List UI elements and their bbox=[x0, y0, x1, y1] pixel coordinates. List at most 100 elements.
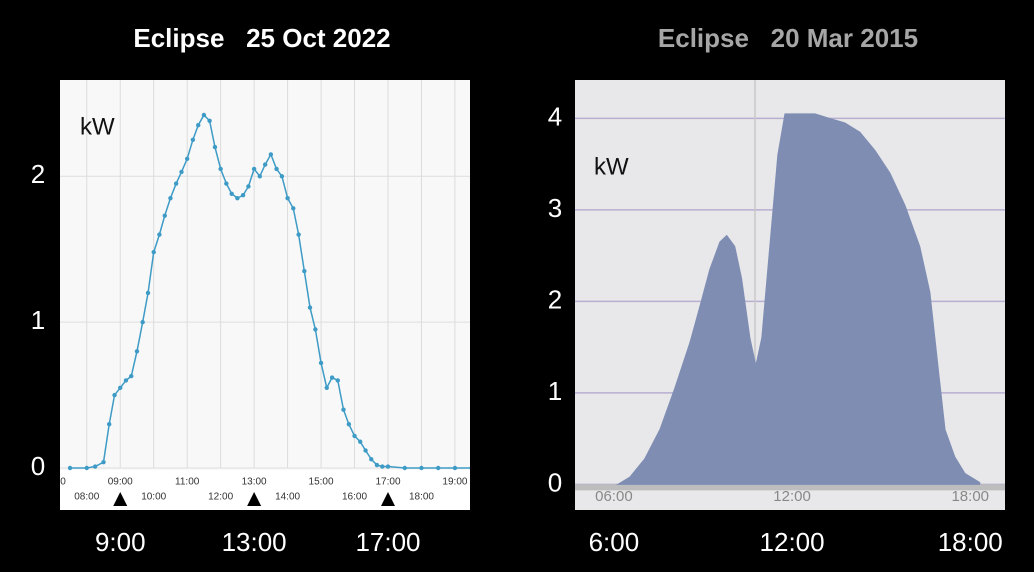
x-tick-label: 10:00 bbox=[141, 492, 166, 503]
x-tick-label: 19:00 bbox=[442, 477, 467, 488]
data-point bbox=[107, 422, 112, 427]
data-point bbox=[196, 123, 201, 128]
baseline bbox=[575, 484, 1005, 491]
unit-label: kW bbox=[80, 113, 115, 140]
data-point bbox=[363, 448, 368, 453]
data-point bbox=[346, 422, 352, 427]
major-x-tick-label: 18:00 bbox=[938, 527, 1003, 557]
y-tick-label: 3 bbox=[548, 193, 562, 223]
x-tick-label: 18:00 bbox=[951, 488, 989, 505]
plot-background bbox=[60, 80, 470, 510]
data-point bbox=[469, 466, 470, 470]
data-point bbox=[302, 268, 307, 274]
data-point bbox=[291, 206, 296, 211]
major-x-tick-label: 12:00 bbox=[760, 527, 825, 557]
y-tick-label: 2 bbox=[31, 159, 45, 189]
x-tick-label: 14:00 bbox=[275, 492, 300, 503]
data-point bbox=[246, 184, 251, 189]
data-point bbox=[262, 162, 268, 167]
x-tick-label: 06:00 bbox=[595, 488, 633, 505]
chart-title: Eclipse 20 Mar 2015 bbox=[658, 23, 918, 53]
data-point bbox=[318, 360, 324, 366]
data-point bbox=[436, 465, 441, 471]
data-point bbox=[101, 459, 106, 465]
data-point bbox=[168, 195, 173, 201]
data-point bbox=[184, 156, 190, 161]
x-tick-label: 09:00 bbox=[108, 477, 133, 488]
major-x-tick-label: 13:00 bbox=[222, 527, 287, 557]
data-point bbox=[140, 319, 145, 325]
data-point bbox=[207, 118, 212, 124]
x-tick-label: 15:00 bbox=[309, 477, 334, 488]
data-point bbox=[224, 181, 229, 186]
data-area bbox=[615, 113, 981, 485]
data-point bbox=[419, 465, 424, 471]
data-point bbox=[201, 112, 207, 118]
x-tick-label: 16:00 bbox=[342, 492, 367, 503]
major-x-tick-label: 17:00 bbox=[355, 527, 420, 557]
x-tick-label: 17:00 bbox=[375, 477, 400, 488]
data-point bbox=[179, 169, 184, 175]
data-point bbox=[251, 166, 257, 172]
data-point bbox=[118, 385, 123, 390]
data-point bbox=[385, 464, 391, 469]
data-point bbox=[324, 385, 329, 390]
data-point bbox=[212, 144, 218, 150]
data-point bbox=[229, 191, 234, 196]
y-tick-label: 0 bbox=[31, 451, 45, 481]
data-point bbox=[358, 439, 363, 444]
x-tick-label: 12:00 bbox=[208, 492, 233, 503]
y-tick-label: 4 bbox=[548, 101, 562, 131]
y-tick-label: 0 bbox=[548, 467, 562, 497]
data-point bbox=[92, 464, 98, 469]
data-point bbox=[257, 174, 263, 179]
data-point bbox=[307, 305, 313, 310]
data-point bbox=[134, 349, 140, 354]
x-tick-label: 13:00 bbox=[242, 477, 267, 488]
data-point bbox=[145, 290, 151, 296]
eclipse-marker bbox=[247, 492, 262, 506]
data-point bbox=[218, 166, 223, 172]
major-x-tick-label: 6:00 bbox=[589, 527, 640, 557]
plot-area: 07:00 08:00 09:00 10:00 11:00 12:00 13:00 14:00… bbox=[41, 80, 470, 503]
data-point bbox=[84, 465, 89, 471]
data-point bbox=[274, 166, 279, 172]
data-point bbox=[151, 249, 156, 255]
data-point bbox=[352, 433, 357, 439]
data-point bbox=[296, 232, 301, 237]
data-point bbox=[380, 464, 385, 469]
x-tick-label: 11:00 bbox=[175, 477, 200, 488]
data-point bbox=[279, 174, 285, 179]
x-tick-label: 18:00 bbox=[409, 492, 434, 503]
data-point bbox=[240, 193, 246, 198]
data-point bbox=[374, 462, 380, 468]
data-point bbox=[190, 137, 196, 143]
data-point bbox=[162, 213, 167, 218]
chart-title: Eclipse 25 Oct 2022 bbox=[133, 23, 390, 53]
data-point bbox=[268, 152, 274, 157]
data-point bbox=[335, 378, 340, 383]
y-tick-label: 1 bbox=[31, 305, 45, 335]
x-tick-label: 12:00 bbox=[773, 488, 811, 505]
data-point bbox=[235, 195, 240, 201]
unit-label: kW bbox=[594, 153, 629, 180]
data-point bbox=[369, 457, 374, 462]
major-x-tick-label: 9:00 bbox=[95, 527, 146, 557]
x-tick-label: 08:00 bbox=[74, 492, 99, 503]
data-point bbox=[123, 378, 129, 383]
data-point bbox=[341, 407, 346, 412]
data-point bbox=[452, 465, 458, 471]
data-point bbox=[129, 373, 134, 379]
data-point bbox=[402, 465, 407, 471]
x-tick-label: 07:00 bbox=[41, 477, 66, 488]
y-tick-label: 2 bbox=[548, 284, 562, 314]
data-point bbox=[329, 375, 335, 380]
tick-strip bbox=[60, 470, 470, 510]
data-point bbox=[313, 327, 318, 332]
plot-area: 06:00 12:00 18:00 bbox=[575, 80, 1005, 505]
eclipse-marker bbox=[113, 492, 128, 506]
data-point bbox=[67, 465, 73, 471]
eclipse-marker bbox=[381, 492, 395, 506]
